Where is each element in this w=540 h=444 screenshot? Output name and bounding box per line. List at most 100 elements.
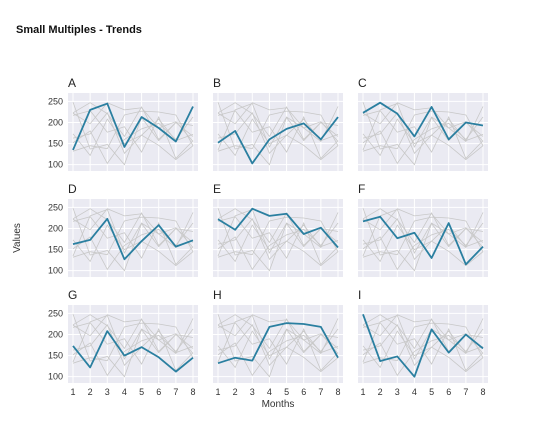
y-tick-label: 100 [48,372,63,382]
panel-title-e: E [213,182,221,196]
context-line-d [362,324,484,367]
panel-title-h: H [213,288,222,302]
context-line-i [72,102,194,166]
context-line-e [72,208,194,248]
series-line-h [217,322,339,365]
x-tick-label: 6 [446,387,451,397]
context-line-d [362,112,484,155]
panel-d: D 100 150 200 250 [48,182,198,277]
x-tick-label: 4 [122,387,127,397]
x-tick-label: 8 [190,387,195,397]
x-tick-label: 3 [395,387,400,397]
x-tick-label: 5 [139,387,144,397]
context-line-e [362,102,484,142]
x-tick-label: 3 [105,387,110,397]
context-line-a [362,209,484,257]
context-line-g [217,118,339,161]
context-line-i [72,208,194,272]
panel-b: B [213,76,343,171]
series-line-e [217,207,339,249]
context-line-i [217,208,339,272]
x-tick-label: 2 [378,387,383,397]
x-tick-label: 2 [233,387,238,397]
y-tick-label: 200 [48,118,63,128]
x-tick-label: 8 [480,387,485,397]
context-line-h [72,322,194,364]
context-line-a [362,315,484,363]
context-line-h [217,216,339,258]
x-tick-label: 1 [215,387,220,397]
context-line-e [217,314,339,354]
panel-i: I 1 2 3 4 5 6 7 8 [358,288,488,397]
series-line-f [362,215,484,266]
context-line-i [217,102,339,166]
x-tick-label: 1 [360,387,365,397]
y-tick-label: 250 [48,202,63,212]
context-line-i [217,314,339,378]
panel-title-f: F [358,182,365,196]
page-title: Small Multiples - Trends [16,24,142,36]
panel-title-a: A [68,76,76,90]
panel-g: G 100 150 200 250 1 2 3 4 5 6 7 8 [48,288,198,397]
context-line-g [72,224,194,267]
context-line-h [217,110,339,152]
y-tick-label: 200 [48,224,63,234]
context-line-e [217,102,339,142]
context-line-g [72,118,194,161]
panel-f: F [358,182,488,277]
series-line-c [362,101,484,141]
context-line-d [217,324,339,367]
y-tick-label: 100 [48,160,63,170]
context-line-h [362,322,484,364]
series-line-d [72,217,194,261]
y-tick-label: 150 [48,139,63,149]
x-tick-label: 1 [70,387,75,397]
panel-title-b: B [213,76,221,90]
context-line-a [217,209,339,257]
context-line-i [362,208,484,272]
x-tick-label: 6 [301,387,306,397]
context-line-e [362,208,484,248]
context-line-a [362,103,484,151]
panel-c: C [358,76,488,171]
context-line-a [72,209,194,257]
context-line-h [72,110,194,152]
context-line-d [72,112,194,155]
context-line-e [72,314,194,354]
panel-title-g: G [68,288,77,302]
context-line-h [72,216,194,258]
x-tick-label: 5 [429,387,434,397]
x-axis-label: Months [262,399,295,410]
series-line-g [72,330,194,373]
y-axis-label: Values [12,223,23,253]
context-line-a [72,315,194,363]
x-tick-label: 2 [88,387,93,397]
x-tick-label: 5 [284,387,289,397]
panel-title-i: I [358,288,361,302]
x-tick-label: 7 [173,387,178,397]
y-tick-label: 150 [48,245,63,255]
x-tick-label: 4 [412,387,417,397]
y-tick-label: 100 [48,266,63,276]
panel-title-c: C [358,76,367,90]
context-line-e [362,314,484,354]
context-line-g [217,224,339,267]
context-line-a [217,103,339,151]
context-line-g [362,118,484,161]
context-line-e [72,102,194,142]
series-line-i [362,313,484,378]
x-tick-label: 6 [156,387,161,397]
series-line-a [72,102,194,151]
context-line-d [362,218,484,261]
panel-e: E [213,182,343,277]
x-tick-label: 7 [318,387,323,397]
context-line-a [217,315,339,363]
panel-a: A 100 150 200 250 [48,76,198,171]
y-tick-label: 150 [48,351,63,361]
x-tick-label: 3 [250,387,255,397]
y-tick-label: 250 [48,96,63,106]
x-tick-label: 8 [335,387,340,397]
y-tick-label: 250 [48,308,63,318]
x-tick-label: 4 [267,387,272,397]
